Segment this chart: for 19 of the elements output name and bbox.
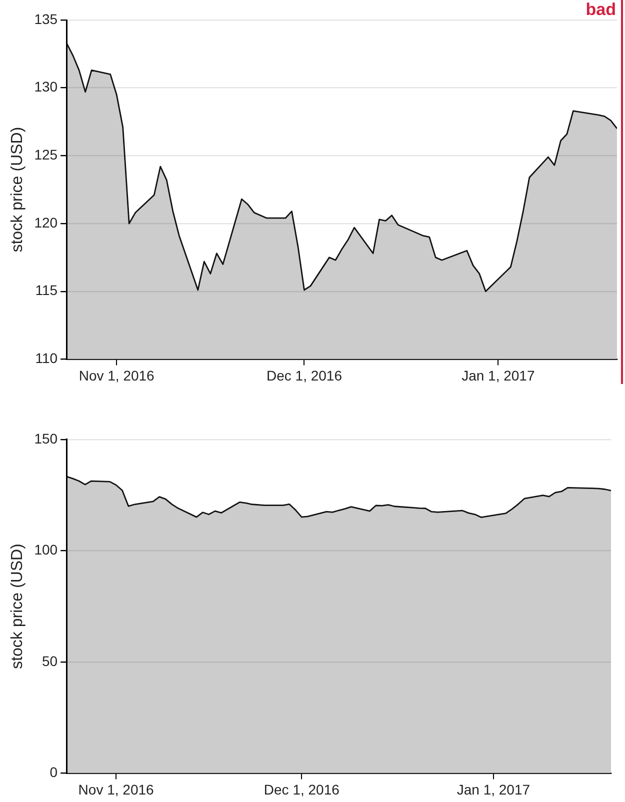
y-tick-label: 0	[50, 764, 58, 780]
x-tick-label: Dec 1, 2016	[266, 367, 342, 384]
text: bad	[586, 0, 616, 20]
y-tick-label: 150	[34, 430, 58, 446]
x-tick-label: Nov 1, 2016	[78, 781, 154, 798]
y-tick-label: 50	[42, 652, 58, 669]
y-tick-label: 115	[35, 282, 58, 298]
y-tick-label: 130	[34, 78, 58, 95]
y-axis-title: stock price (USD)	[9, 126, 26, 252]
y-tick-label: 135	[34, 10, 58, 27]
x-tick-label: Jan 1, 2017	[462, 367, 535, 384]
x-tick-label: Jan 1, 2017	[456, 781, 530, 798]
y-tick-label: 120	[34, 214, 58, 230]
y-tick-label: 110	[35, 350, 58, 366]
x-tick-label: Dec 1, 2016	[264, 781, 340, 798]
x-tick-label: Nov 1, 2016	[78, 367, 155, 384]
y-tick-label: 100	[34, 542, 58, 558]
y-axis-title: stock price (USD)	[9, 544, 26, 669]
y-tick-label: 125	[34, 146, 58, 163]
